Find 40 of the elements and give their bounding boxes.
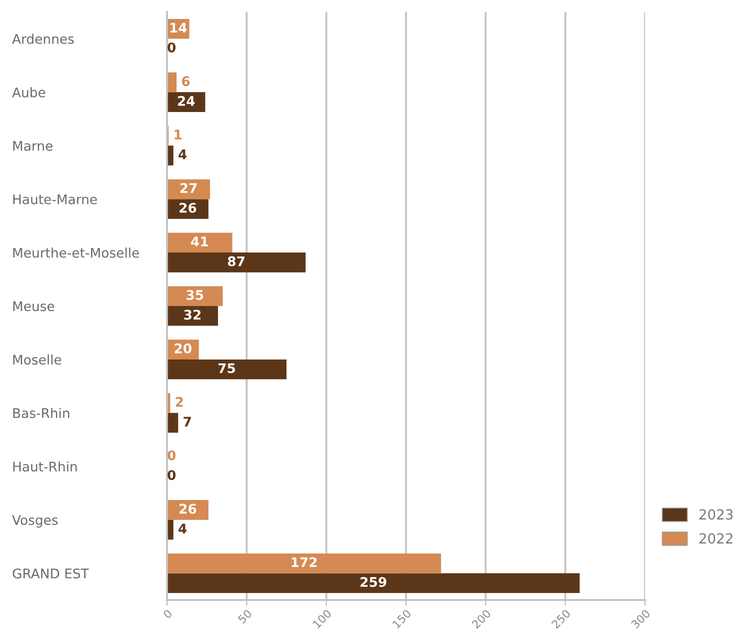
data-label: 0 — [168, 42, 176, 52]
data-label: 26 — [180, 202, 196, 213]
data-label: 27 — [180, 183, 197, 193]
data-label: 0 — [168, 450, 176, 460]
data-label: 41 — [191, 236, 208, 246]
data-label: 35 — [186, 290, 204, 300]
data-label: 24 — [178, 96, 195, 106]
data-label: 32 — [184, 310, 201, 320]
y-tick-label: Ardennes — [12, 34, 74, 44]
y-tick-label: Meuse — [13, 301, 54, 312]
data-label: 75 — [218, 363, 236, 374]
y-tick-label: Bas-Rhin — [13, 408, 70, 418]
legend-label: 2022 — [699, 533, 732, 544]
y-tick-label: GRAND EST — [12, 568, 89, 578]
y-tick-label: Moselle — [13, 354, 62, 365]
data-label: 1 — [174, 130, 182, 140]
data-label: 26 — [180, 504, 196, 514]
x-tick-label: 150 — [392, 608, 412, 629]
data-label: 172 — [292, 557, 317, 568]
x-tick-label: 50 — [237, 608, 252, 624]
data-label: 2 — [176, 396, 183, 407]
y-tick-label: Meurthe-et-Moselle — [13, 248, 139, 258]
x-tick-label: 100 — [312, 608, 332, 629]
y-tick-label: Aube — [12, 87, 46, 98]
data-label: 4 — [178, 524, 187, 534]
data-label: 259 — [360, 577, 386, 587]
y-tick-label: Haute-Marne — [13, 194, 97, 204]
data-label: 6 — [182, 76, 190, 86]
data-label: 0 — [168, 470, 176, 480]
data-label: 4 — [178, 150, 187, 160]
y-tick-label: Vosges — [12, 515, 58, 528]
data-label: 7 — [184, 416, 191, 426]
x-tick-label: 0 — [162, 608, 173, 619]
x-tick-label: 300 — [630, 608, 651, 629]
data-label: 20 — [174, 343, 192, 354]
y-tick-label: Marne — [13, 141, 52, 151]
legend-label: 2023 — [699, 509, 733, 520]
y-tick-label: Haut-Rhin — [13, 461, 77, 472]
data-label: 87 — [228, 256, 244, 266]
data-label: 14 — [170, 22, 187, 32]
